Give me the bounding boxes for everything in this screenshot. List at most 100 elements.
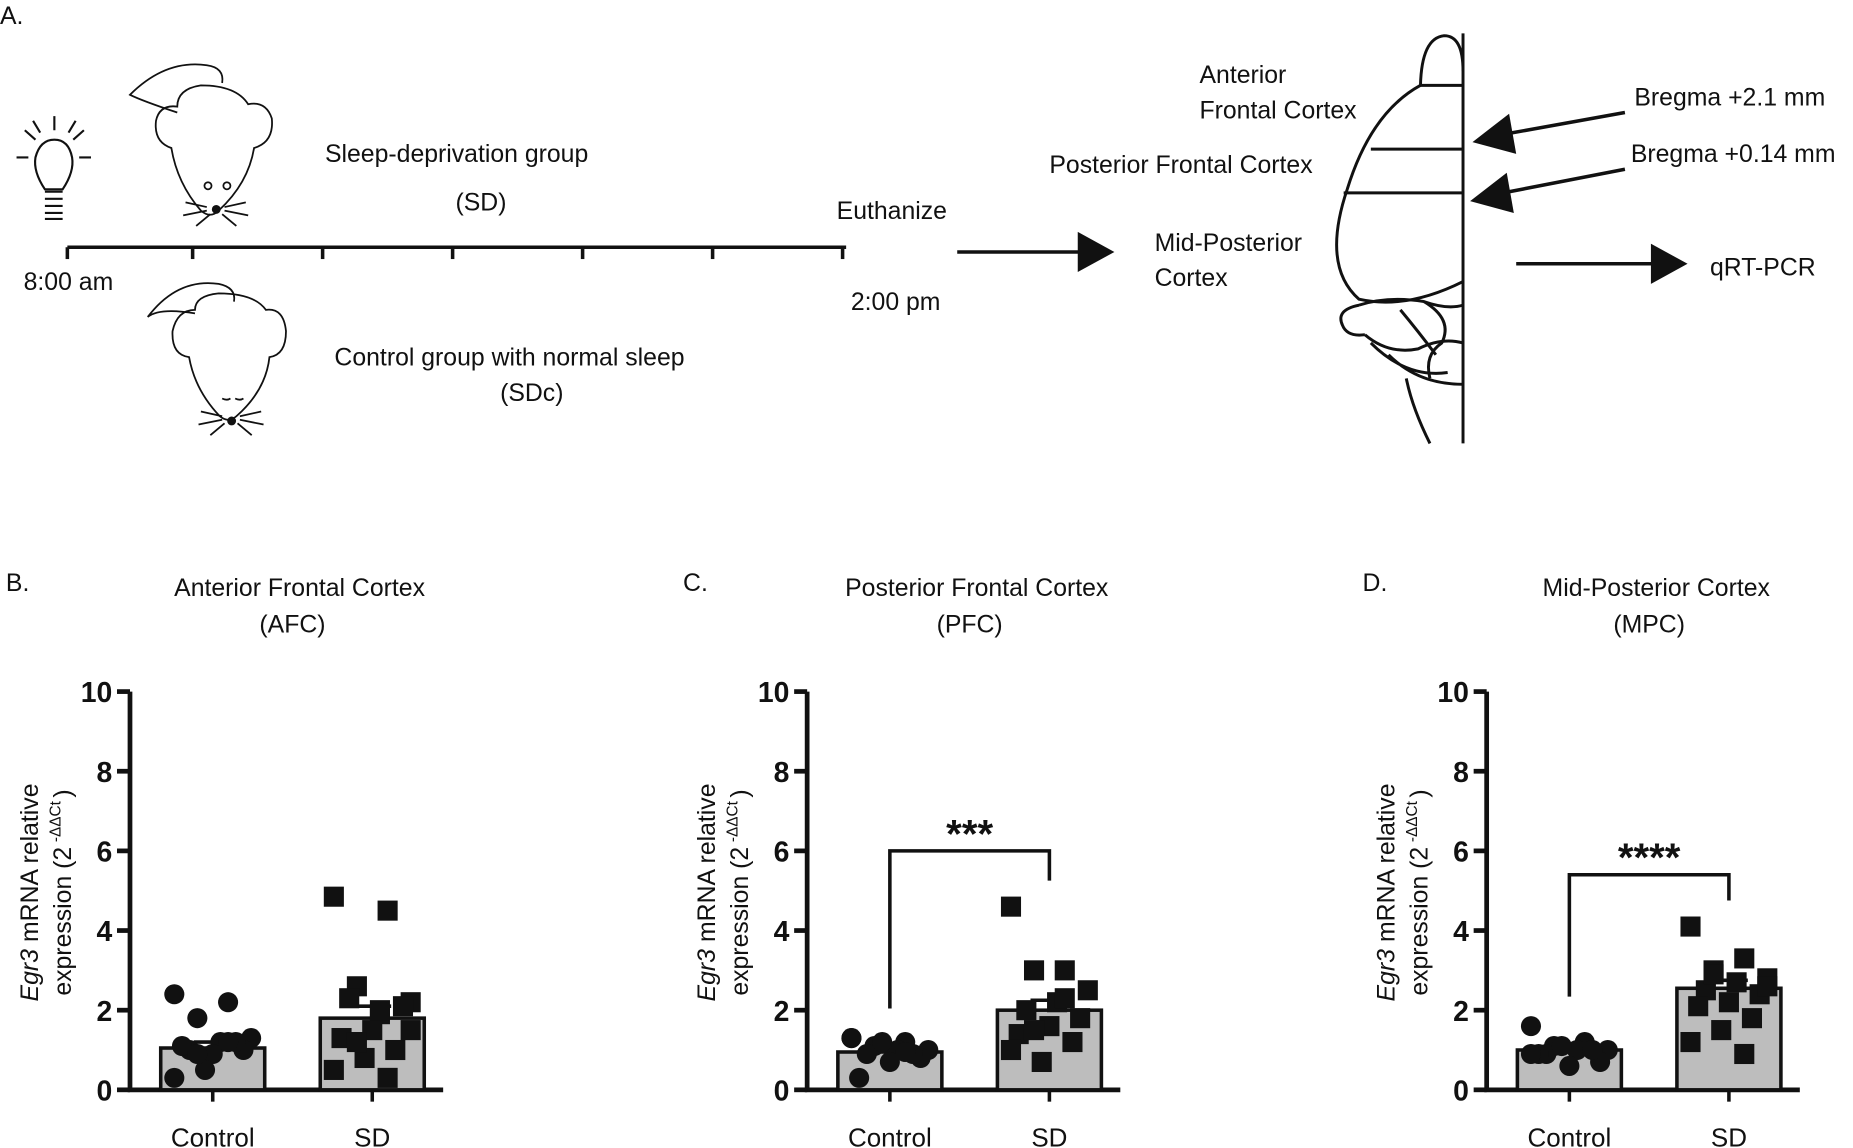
y-tick-label: 2 (96, 996, 112, 1028)
y-axis-label: expression (2 -ΔΔCt) (47, 789, 77, 995)
data-point (1757, 976, 1778, 997)
data-point (849, 1067, 870, 1088)
data-point (187, 1043, 208, 1065)
y-axis-label: Egr3 mRNA relative (694, 784, 721, 1002)
data-point (1077, 980, 1098, 1001)
data-point (1054, 960, 1075, 981)
group-label: Control group with normal sleep (334, 344, 684, 371)
bulb-icon (16, 116, 91, 220)
significance-label: **** (1618, 835, 1681, 880)
data-point (1023, 960, 1045, 981)
data-point (354, 1047, 375, 1069)
data-point (194, 1059, 216, 1080)
y-tick-label: 8 (96, 757, 112, 789)
x-tick-label: SD (354, 1123, 390, 1148)
data-point (1023, 1020, 1045, 1041)
assay-label: qRT-PCR (1710, 255, 1816, 282)
chart-title: Posterior Frontal Cortex (845, 575, 1109, 602)
data-point (1718, 992, 1739, 1013)
y-tick-label: 2 (1453, 996, 1469, 1028)
data-point (895, 1041, 916, 1063)
data-point (331, 1028, 352, 1049)
data-point (1016, 1000, 1037, 1021)
region-label: Frontal Cortex (1199, 97, 1357, 124)
y-tick-label: 0 (96, 1075, 112, 1107)
arrow (957, 231, 1115, 273)
panel-label: A. (0, 3, 23, 30)
y-tick-label: 4 (774, 916, 790, 948)
y-tick-label: 0 (774, 1075, 790, 1107)
y-label-text: expression (2 (50, 847, 77, 996)
significance-bracket (888, 849, 1052, 1009)
data-point (346, 1032, 367, 1053)
y-tick-label: 6 (774, 837, 790, 869)
y-label-text: ) (50, 789, 77, 797)
data-point (1039, 1016, 1060, 1037)
x-tick-label: SD (1711, 1123, 1747, 1148)
data-point (1688, 996, 1709, 1017)
y-label-gene: Egr3 (694, 949, 721, 1002)
data-point (164, 1067, 185, 1088)
region-label: Mid-Posterior (1155, 230, 1302, 257)
y-axis-label: expression (2 -ΔΔCt) (1404, 789, 1434, 995)
data-point (1741, 1008, 1763, 1029)
data-point (339, 988, 360, 1009)
bregma-label: Bregma +0.14 mm (1631, 141, 1836, 168)
data-point (1695, 980, 1716, 1001)
timeline (65, 245, 847, 260)
arrow (1472, 110, 1626, 154)
data-point (1551, 1035, 1572, 1057)
data-point (1054, 988, 1075, 1009)
y-axis-label: Egr3 mRNA relative (17, 784, 44, 1002)
group-abbr: (SD) (455, 190, 506, 217)
panel-label: D. (1363, 570, 1388, 597)
y-label-text: expression (2 (727, 847, 754, 996)
data-point (1680, 1032, 1701, 1053)
brain-outline (1335, 33, 1465, 445)
bar-chart: D. Mid-Posterior Cortex (MPC) Egr3 mRNA rela… (1363, 570, 1800, 1148)
data-point (323, 1059, 344, 1080)
data-point (1031, 1051, 1052, 1073)
y-label-gene: Egr3 (1373, 949, 1400, 1002)
data-point (385, 1039, 406, 1061)
panel-label: C. (683, 570, 708, 597)
data-point (1000, 1039, 1022, 1061)
significance-bracket (1567, 873, 1731, 997)
panel-a: A. Sleep-deprivation group (SD) Control … (0, 3, 1836, 445)
x-tick-label: Control (171, 1123, 255, 1148)
data-point (1726, 972, 1747, 993)
data-point (841, 1028, 862, 1049)
data-point (1070, 1008, 1091, 1029)
data-point (377, 900, 398, 921)
mouse-icon (147, 282, 287, 436)
data-point (1734, 1043, 1755, 1065)
chart-subtitle: (PFC) (937, 611, 1003, 638)
significance-label: *** (946, 811, 993, 856)
bar-chart: C. Posterior Frontal Cortex (PFC) Egr3 mRNA … (683, 570, 1121, 1148)
region-label: Anterior (1199, 62, 1286, 89)
data-point (1567, 1039, 1588, 1061)
y-label-sup: -ΔΔCt (47, 800, 64, 842)
bar-chart: B. Anterior Frontal Cortex (AFC) Egr3 mRNA r… (6, 570, 444, 1148)
y-tick-label: 10 (1437, 677, 1469, 709)
data-point (392, 996, 414, 1017)
data-point (1000, 896, 1022, 917)
data-point (1520, 1016, 1542, 1037)
chart-subtitle: (MPC) (1613, 611, 1685, 638)
x-tick-label: Control (848, 1123, 932, 1148)
data-point (187, 1008, 208, 1029)
data-point (1582, 1039, 1603, 1061)
y-label-text: mRNA relative (17, 784, 44, 942)
x-tick-label: Control (1527, 1123, 1611, 1148)
data-point (1680, 916, 1701, 937)
data-point (1559, 1055, 1580, 1076)
y-tick-label: 10 (758, 677, 790, 709)
data-point (171, 1035, 193, 1057)
y-axis-label: Egr3 mRNA relative (1373, 784, 1400, 1002)
chart-title: Anterior Frontal Cortex (174, 575, 425, 602)
time-label: 8:00 am (24, 269, 114, 296)
y-axis-label: expression (2 -ΔΔCt) (724, 789, 754, 995)
arrow (1470, 167, 1626, 213)
mouse-icon (128, 63, 273, 227)
y-tick-label: 0 (1453, 1075, 1469, 1107)
